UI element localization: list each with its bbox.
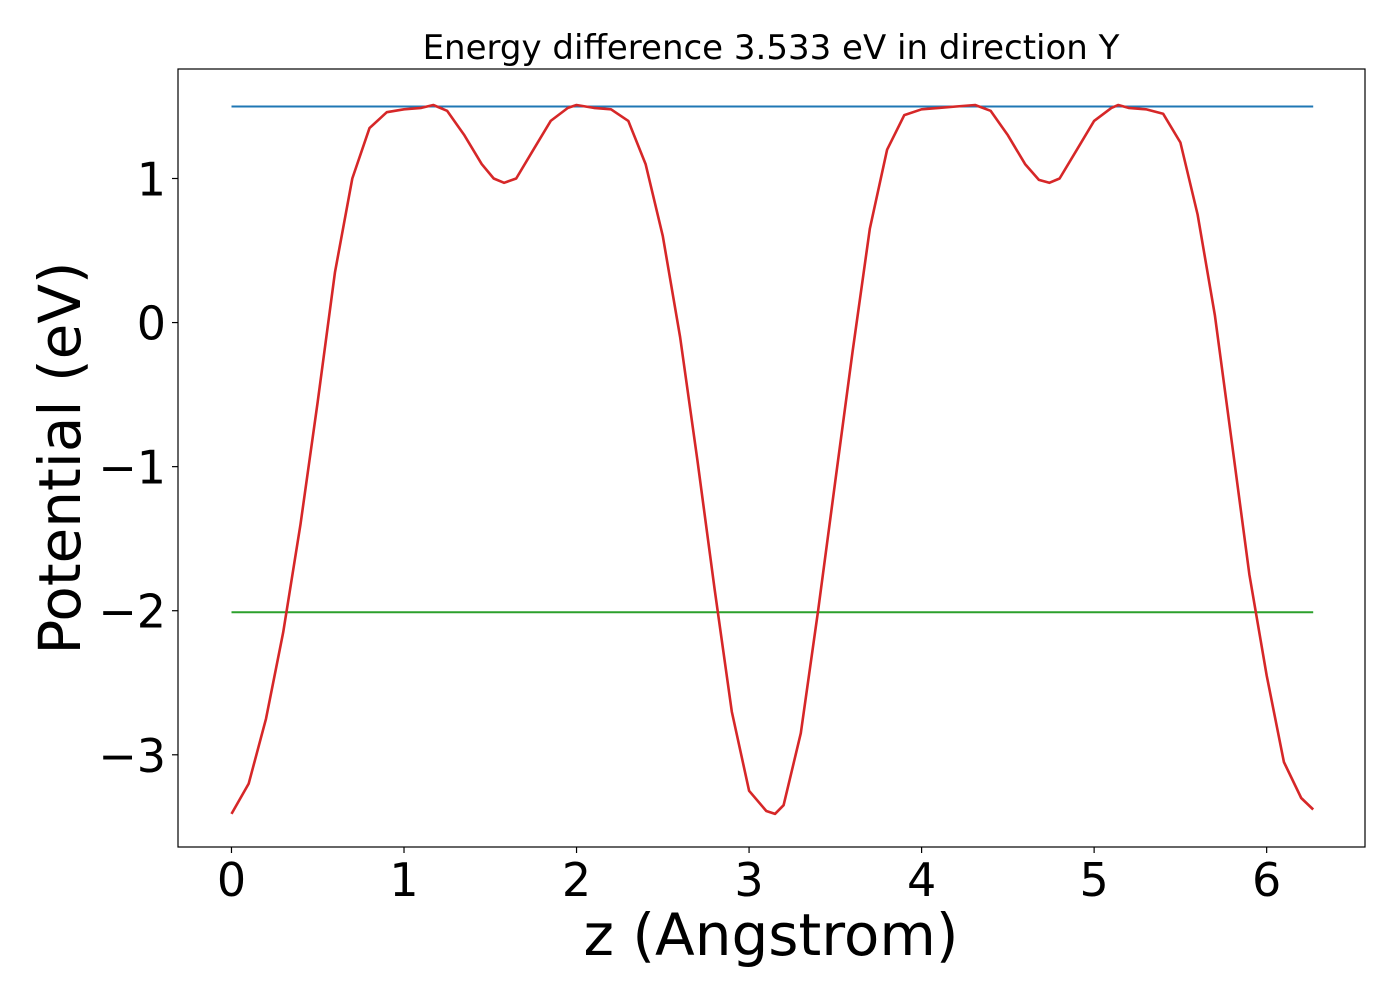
x-tick-label: 5 xyxy=(1079,853,1108,907)
x-tick-label: 6 xyxy=(1252,853,1281,907)
plot-frame xyxy=(177,68,1366,848)
x-tick-label: 1 xyxy=(389,853,418,907)
plot-area xyxy=(230,103,1315,816)
y-axis-label: Potential (eV) xyxy=(26,261,94,654)
y-tick-label: −2 xyxy=(98,585,166,639)
x-axis-label: z (Angstrom) xyxy=(584,901,959,969)
x-tick-label: 2 xyxy=(562,853,591,907)
x-axis: 0 1 2 3 4 5 6 xyxy=(217,847,1281,907)
chart-title: Energy difference 3.533 eV in direction … xyxy=(423,28,1120,68)
y-tick-label: 1 xyxy=(137,152,166,206)
x-tick-label: 3 xyxy=(734,853,763,907)
y-tick-label: 0 xyxy=(137,297,166,351)
x-tick-label: 4 xyxy=(907,853,936,907)
x-tick-label: 0 xyxy=(217,853,246,907)
y-axis: −3 −2 −1 0 1 xyxy=(98,152,178,783)
y-tick-label: −1 xyxy=(98,441,166,495)
series-line-0 xyxy=(230,103,1315,816)
y-tick-label: −3 xyxy=(98,729,166,783)
